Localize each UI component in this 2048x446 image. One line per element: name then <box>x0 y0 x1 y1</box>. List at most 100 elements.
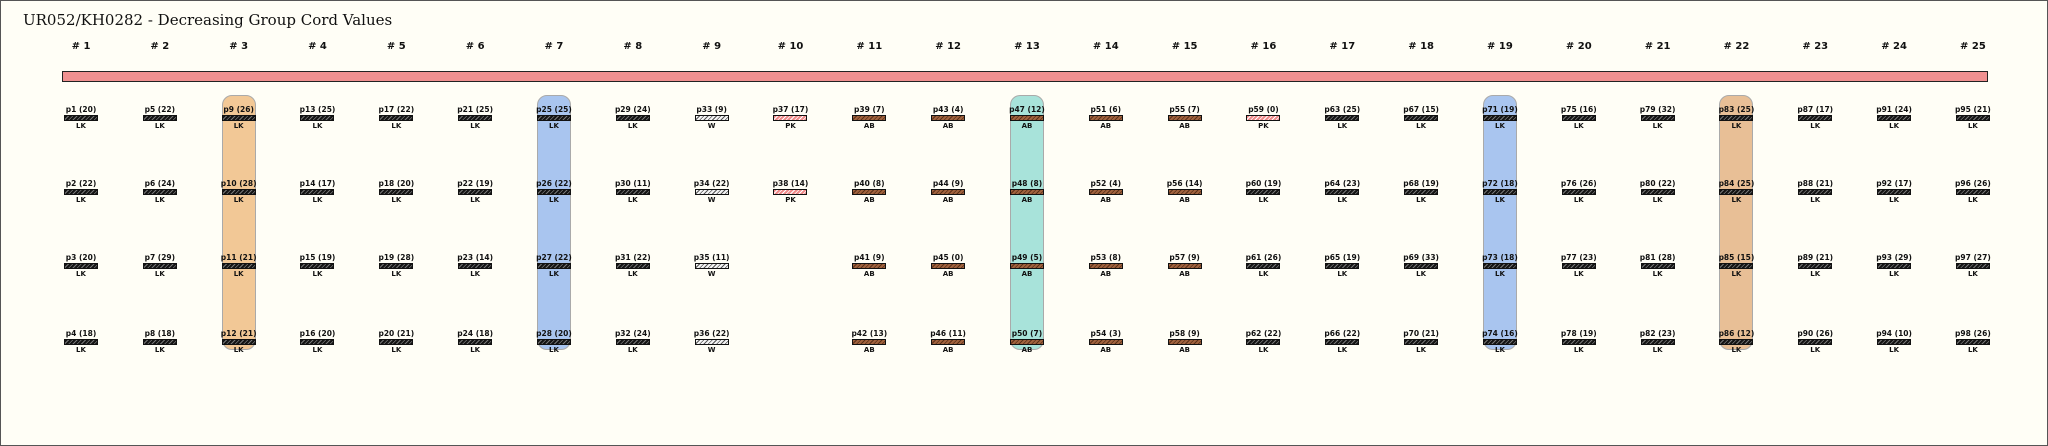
cord-color-swatch <box>1482 339 1517 345</box>
pendant-cord: p90 (26) LK <box>1780 329 1850 355</box>
cord-name: p22 (19) <box>457 179 493 188</box>
cord-color-swatch <box>1640 189 1675 195</box>
cord-color-code: LK <box>1337 122 1348 130</box>
cord-color-swatch <box>1877 339 1912 345</box>
pendant-cord: p12 (21) LK <box>204 329 274 355</box>
pendant-cord: p2 (22) LK <box>46 179 116 205</box>
cord-color-swatch <box>1798 263 1833 269</box>
cord-color-swatch <box>1561 115 1596 121</box>
cord-color-code: W <box>707 346 716 354</box>
cord-color-swatch <box>694 339 729 345</box>
cord-color-swatch <box>142 263 177 269</box>
cord-color-code: LK <box>76 346 86 354</box>
pendant-cord: p81 (28) LK <box>1623 253 1693 279</box>
cord-name: p35 (11) <box>693 253 730 262</box>
pendant-cord: p19 (28) LK <box>361 253 431 279</box>
cord-color-swatch <box>1325 339 1360 345</box>
cord-name: p6 (24) <box>144 179 176 188</box>
cord-name: p58 (9) <box>1169 329 1200 338</box>
cord-color-swatch <box>221 263 256 269</box>
cord-name: p75 (16) <box>1560 105 1597 114</box>
cord-name: p5 (22) <box>144 105 176 114</box>
pendant-cord: p15 (19) LK <box>282 253 352 279</box>
cord-color-code: LK <box>627 122 638 130</box>
cord-color-code: LK <box>154 346 165 354</box>
group-highlight-7 <box>536 95 571 350</box>
cord-color-code: LK <box>1573 346 1584 354</box>
cord-color-code: LK <box>1258 346 1269 354</box>
cord-color-code: LK <box>627 270 638 278</box>
pendant-cord: p58 (9) AB <box>1150 329 1220 355</box>
cord-color-code: LK <box>1494 196 1505 204</box>
cord-name: p44 (9) <box>932 179 964 188</box>
cord-name: p83 (25) <box>1718 105 1755 114</box>
cord-color-swatch <box>1167 115 1202 121</box>
cord-name: p97 (27) <box>1955 253 1991 262</box>
pendant-cord: p18 (20) LK <box>361 179 431 205</box>
cord-name: p91 (24) <box>1876 105 1912 114</box>
pendant-cord: p30 (11) LK <box>598 179 668 205</box>
cord-color-code: LK <box>233 346 244 354</box>
cord-name: p62 (22) <box>1245 329 1282 338</box>
cord-color-code: AB <box>863 270 875 278</box>
cord-name: p96 (26) <box>1955 179 1991 188</box>
cord-name: p64 (23) <box>1324 179 1361 188</box>
cord-name: p89 (21) <box>1797 253 1834 262</box>
cord-color-code: LK <box>233 270 244 278</box>
pendant-cord: p57 (9) AB <box>1150 253 1220 279</box>
cord-name: p71 (19) <box>1482 105 1518 114</box>
cord-color-code: AB <box>863 122 875 130</box>
cord-color-code: LK <box>76 270 86 278</box>
cord-name: p49 (5) <box>1011 253 1043 262</box>
group-label: # 14 <box>1092 41 1119 52</box>
cord-name: p17 (22) <box>378 105 415 114</box>
cord-color-code: LK <box>1652 122 1663 130</box>
cord-color-code: AB <box>1021 122 1033 130</box>
pendant-cord: p96 (26) LK <box>1938 179 2008 205</box>
cord-name: p80 (22) <box>1639 179 1676 188</box>
cord-color-code: LK <box>1337 270 1348 278</box>
cord-color-swatch <box>1009 189 1044 195</box>
group-label: # 16 <box>1250 41 1277 52</box>
pendant-cord: p76 (26) LK <box>1544 179 1614 205</box>
group-label: # 19 <box>1487 41 1513 52</box>
cord-color-swatch <box>1640 339 1675 345</box>
cord-name: p94 (10) <box>1876 329 1912 338</box>
group-label: # 11 <box>856 41 883 52</box>
pendant-cord: p16 (20) LK <box>282 329 352 355</box>
cord-color-code: LK <box>1416 196 1427 204</box>
pendant-cord: p62 (22) LK <box>1228 329 1298 355</box>
cord-color-swatch <box>142 115 177 121</box>
group-label: # 21 <box>1644 41 1671 52</box>
cord-name: p40 (8) <box>854 179 885 188</box>
pendant-cord: p73 (18) LK <box>1465 253 1535 279</box>
pendant-cord: p65 (19) LK <box>1307 253 1377 279</box>
cord-color-swatch <box>142 339 177 345</box>
cord-color-code: LK <box>76 122 86 130</box>
pendant-cord: p27 (22) LK <box>519 253 589 279</box>
cord-color-code: LK <box>470 196 481 204</box>
pendant-cord: p98 (26) LK <box>1938 329 2008 355</box>
group-highlight-13 <box>1009 95 1044 350</box>
cord-name: p3 (20) <box>65 253 97 262</box>
cord-name: p25 (25) <box>536 105 572 114</box>
cord-color-swatch <box>536 115 571 121</box>
cord-color-code: LK <box>312 196 323 204</box>
cord-color-swatch <box>1955 115 1990 121</box>
cord-color-code: PK <box>1258 122 1269 130</box>
cord-color-code: AB <box>1021 196 1033 204</box>
cord-name: p93 (29) <box>1876 253 1912 262</box>
pendant-cord: p89 (21) LK <box>1780 253 1850 279</box>
pendant-cord: p53 (8) AB <box>1071 253 1141 279</box>
cord-color-code: LK <box>470 270 481 278</box>
cord-color-swatch <box>64 115 98 121</box>
cord-color-swatch <box>1246 115 1281 121</box>
cord-color-swatch <box>1009 339 1044 345</box>
cord-color-code: AB <box>942 270 954 278</box>
cord-name: p26 (22) <box>536 179 572 188</box>
cord-color-swatch <box>1640 115 1675 121</box>
cord-name: p65 (19) <box>1324 253 1361 262</box>
pendant-cord: p48 (8) AB <box>992 179 1062 205</box>
cord-name: p37 (17) <box>772 105 809 114</box>
